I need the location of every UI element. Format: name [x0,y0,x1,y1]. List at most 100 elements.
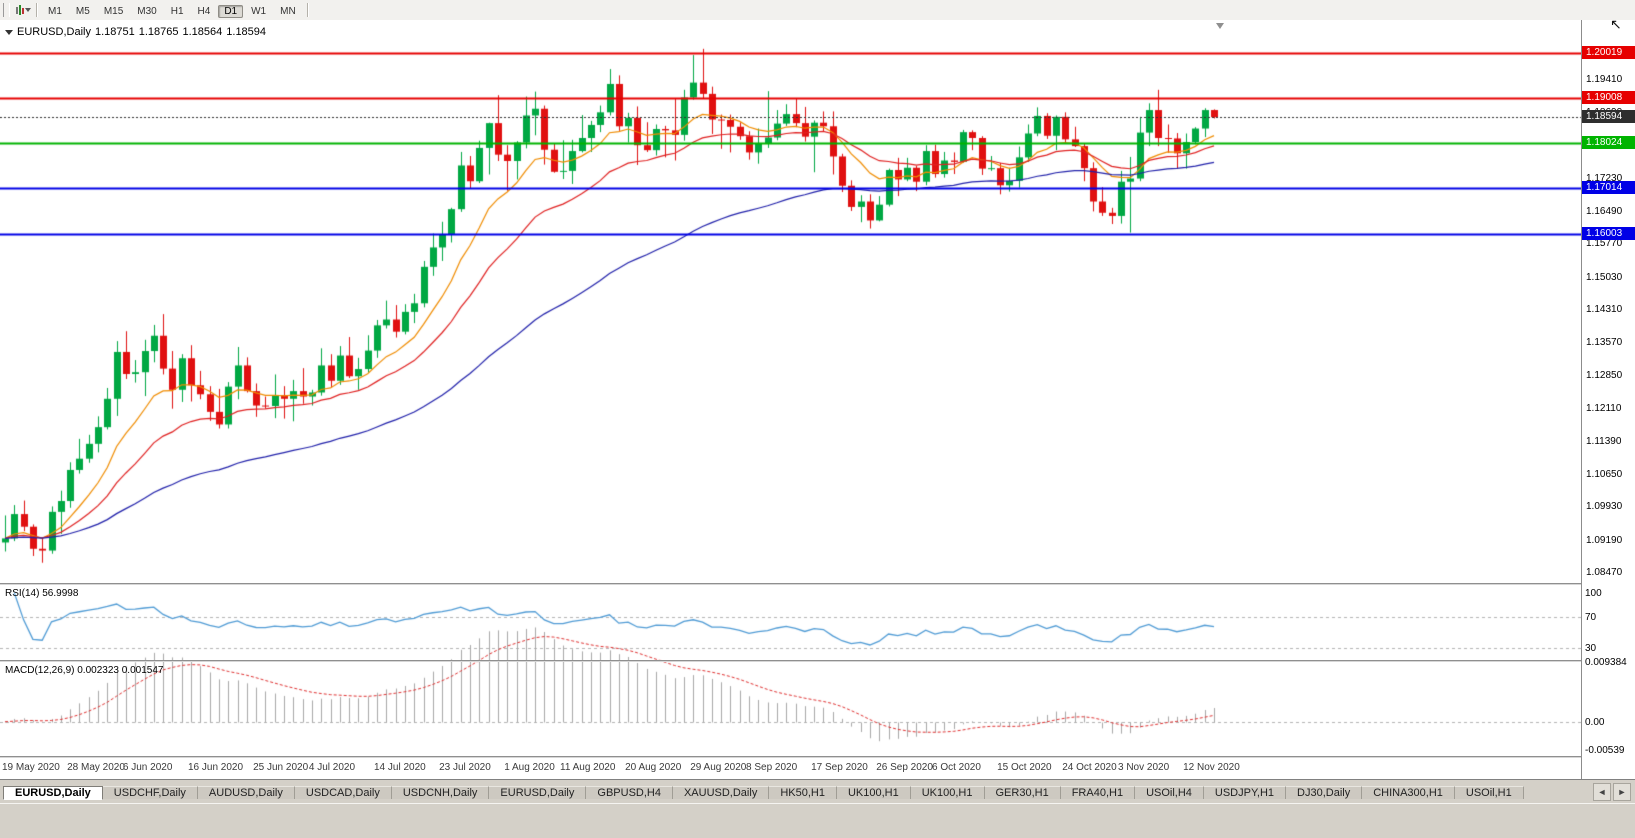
rsi-scale-label: 30 [1585,643,1597,655]
collapse-ohlc-icon[interactable] [5,30,13,35]
timeframe-button-m15[interactable]: M15 [103,6,124,17]
date-tick-label: 12 Nov 2020 [1183,762,1240,773]
chevron-down-icon [25,8,31,12]
chart-tab-uk100-h1[interactable]: UK100,H1 [836,786,911,799]
price-axis[interactable]: 1.194101.186901.179501.172301.164901.157… [1581,20,1635,779]
price-tick: 1.09190 [1586,534,1623,546]
last-price-badge: 1.18594 [1582,110,1635,124]
date-tick-label: 29 Aug 2020 [690,762,747,773]
price-chart-canvas[interactable] [0,20,1581,779]
date-tick-label: 3 Nov 2020 [1118,762,1170,773]
level-price-badge[interactable]: 1.20019 [1582,45,1635,59]
chart-tab-usoil-h4[interactable]: USOil,H4 [1135,786,1204,799]
date-tick-label: 20 Aug 2020 [625,762,682,773]
date-tick-label: 11 Aug 2020 [560,762,616,773]
bars-icon [16,5,25,15]
chart-symbol-label: EURUSD,Daily [17,26,91,38]
date-tick-label: 17 Sep 2020 [811,762,868,773]
timeframe-button-d1[interactable]: D1 [218,5,244,18]
date-tick-label: 16 Jun 2020 [188,762,244,773]
price-tick: 1.10650 [1586,468,1623,480]
ohlc-close: 1.18594 [226,26,267,38]
date-tick-label: 25 Jun 2020 [253,762,309,773]
chart-tab-usdchf-daily[interactable]: USDCHF,Daily [102,786,198,799]
price-tick: 1.19410 [1586,74,1623,86]
price-tick: 1.11390 [1586,435,1622,447]
macd-scale-label: 0.009384 [1585,657,1627,668]
date-tick-label: 14 Jul 2020 [374,762,426,773]
chart-tab-audusd-daily[interactable]: AUDUSD,Daily [197,786,295,799]
date-tick-label: 6 Jun 2020 [122,762,173,773]
panel-separator [0,756,1635,758]
ohlc-high: 1.18765 [138,26,179,38]
toolbar-separator [36,3,37,17]
chart-tab-gbpusd-h4[interactable]: GBPUSD,H4 [586,786,673,799]
chart-tab-usoil-h1[interactable]: USOil,H1 [1454,786,1524,799]
chart-tab-dj30-daily[interactable]: DJ30,Daily [1286,786,1363,799]
level-price-badge[interactable]: 1.16003 [1582,226,1635,240]
price-tick: 1.14310 [1586,304,1623,316]
date-tick-label: 23 Jul 2020 [439,762,491,773]
chart-tab-usdcad-daily[interactable]: USDCAD,Daily [294,786,392,799]
price-tick: 1.09930 [1586,501,1623,513]
timeframe-button-mn[interactable]: MN [280,6,296,17]
timeframe-button-h1[interactable]: H1 [170,6,184,17]
chart-window: EURUSD,Daily 1.18751 1.18765 1.18564 1.18594… [0,20,1635,779]
level-price-badge[interactable]: 1.19008 [1582,91,1635,105]
price-tick: 1.12850 [1586,369,1623,381]
price-tick: 1.12110 [1586,403,1622,415]
rsi-scale-label: 100 [1585,587,1602,599]
price-tick: 1.15770 [1586,238,1623,250]
tab-scroll-left-icon[interactable]: ◄ [1593,783,1611,801]
macd-panel-title: MACD(12,26,9) 0.002323 0.001547 [5,665,164,676]
timeframe-toolbar: M1 M5 M15 M30 H1 H4 D1 W1 MN [0,0,1635,21]
level-price-badge[interactable]: 1.17014 [1582,181,1635,195]
chart-tab-usdcnh-daily[interactable]: USDCNH,Daily [391,786,490,799]
date-tick-label: 24 Oct 2020 [1062,762,1117,773]
price-tick: 1.15030 [1586,271,1623,283]
timeframe-button-m1[interactable]: M1 [48,6,62,17]
macd-scale-label: -0.00539 [1585,745,1625,756]
ohlc-low: 1.18564 [182,26,223,38]
panel-separator[interactable] [0,660,1635,662]
level-price-badge[interactable]: 1.18024 [1582,135,1635,149]
rsi-panel-title: RSI(14) 56.9998 [5,588,79,599]
timeframe-button-h4[interactable]: H4 [197,6,211,17]
date-tick-label: 6 Oct 2020 [932,762,981,773]
date-tick-label: 28 May 2020 [67,762,125,773]
toolbar-grip-icon[interactable] [3,3,10,17]
chart-ohlc-header: EURUSD,Daily 1.18751 1.18765 1.18564 1.18594 [5,26,270,38]
price-tick: 1.17230 [1586,172,1623,184]
chart-tab-china300-h1[interactable]: CHINA300,H1 [1362,786,1455,799]
date-tick-label: 1 Aug 2020 [504,762,555,773]
date-tick-label: 19 May 2020 [2,762,60,773]
price-tick: 1.08470 [1586,567,1623,579]
date-tick-label: 26 Sep 2020 [876,762,933,773]
timeframe-button-m30[interactable]: M30 [137,6,157,17]
chart-tab-hk50-h1[interactable]: HK50,H1 [769,786,837,799]
chart-tabs-bar: EURUSD,Daily USDCHF,Daily AUDUSD,Daily USDC… [0,779,1635,804]
chart-tab-usdjpy-h1[interactable]: USDJPY,H1 [1203,786,1287,799]
price-tick: 1.13570 [1586,337,1623,349]
chart-tab-ger30-h1[interactable]: GER30,H1 [984,786,1061,799]
tab-scroll-arrows: ◄ ► [1591,780,1635,804]
status-area [0,803,1635,838]
chart-tab-uk100-h1[interactable]: UK100,H1 [910,786,985,799]
timeframe-button-w1[interactable]: W1 [251,6,267,17]
tab-scroll-right-icon[interactable]: ► [1613,783,1631,801]
chart-tab-eurusd-daily[interactable]: EURUSD,Daily [489,786,587,799]
chart-tab-fra40-h1[interactable]: FRA40,H1 [1060,786,1136,799]
chart-type-icon[interactable] [15,4,31,16]
date-tick-label: 15 Oct 2020 [997,762,1052,773]
panel-separator[interactable] [0,583,1635,585]
chart-tab-xauusd-daily[interactable]: XAUUSD,Daily [672,786,770,799]
timeframe-button-m5[interactable]: M5 [75,6,90,17]
chart-tab-eurusd-daily[interactable]: EURUSD,Daily [3,786,103,800]
macd-scale-label: 0.00 [1585,716,1605,728]
toolbar-separator [306,3,308,17]
rsi-scale-label: 70 [1585,611,1597,623]
date-tick-label: 4 Jul 2020 [308,762,356,773]
date-tick-label: 8 Sep 2020 [746,762,798,773]
chart-shift-marker-icon[interactable] [1216,23,1224,29]
